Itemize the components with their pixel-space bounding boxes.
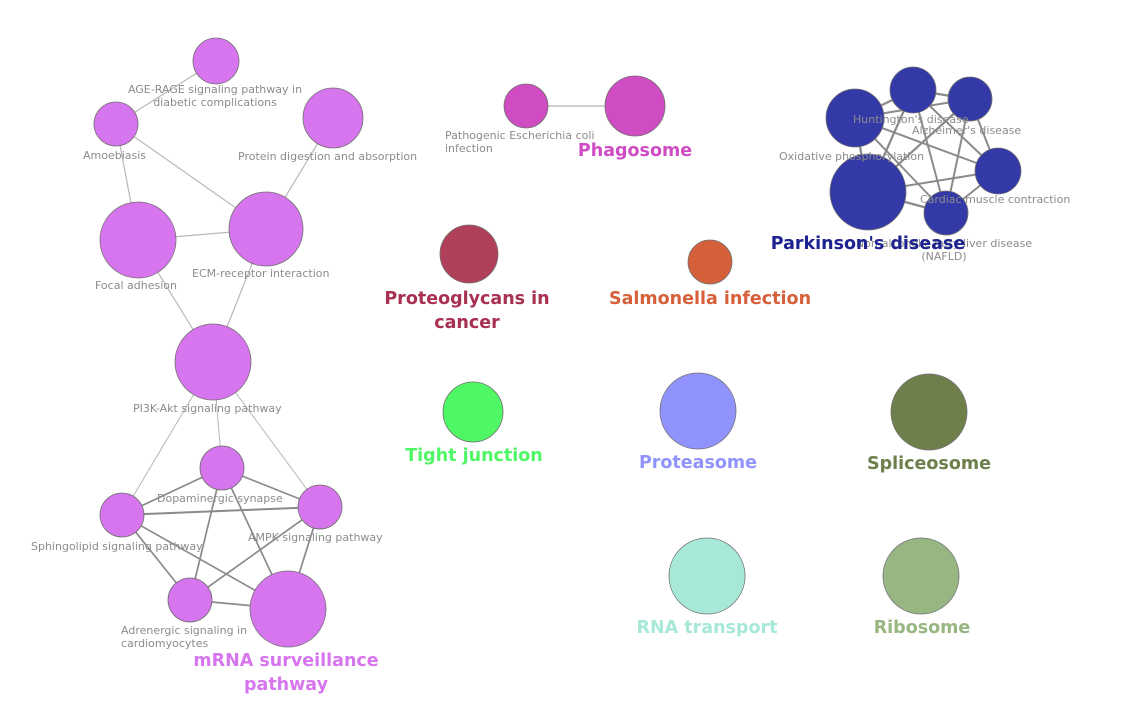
node-label-ecm: ECM-receptor interaction [192,267,330,280]
node-tight[interactable] [442,381,504,443]
node-label-oxphos: Oxidative phosphorylation [779,150,924,163]
group-label-ribo: Ribosome [874,618,971,638]
group-label-salmo: Salmonella infection [609,289,811,309]
node-mrna[interactable] [249,570,327,648]
node-proteo[interactable] [439,224,499,284]
node-label-hunt: Huntington's disease [853,113,969,126]
group-label-parkinson: Parkinson's disease [771,234,966,254]
node-label-line: Dopaminergic synapse [157,492,283,505]
node-patheco[interactable] [503,83,549,129]
group-label-phago: Phagosome [578,141,692,161]
node-dopa[interactable] [199,445,245,491]
node-pi3k[interactable] [174,323,252,401]
node-label-protdig: Protein digestion and absorption [238,150,417,163]
node-phago[interactable] [604,75,666,137]
node-label-amoeb: Amoebiasis [83,149,146,162]
node-label-line: Pathogenic Escherichia coli [445,129,594,142]
node-sphingo[interactable] [99,492,145,538]
node-amoeb[interactable] [93,101,139,147]
group-label-line: mRNA surveillance [193,651,378,671]
group-label-line: Tight junction [405,446,543,466]
group-label-mrna: mRNA surveillance pathway [193,651,378,695]
node-focal[interactable] [99,201,177,279]
node-salmo[interactable] [687,239,733,285]
group-label-line: Ribosome [874,618,971,638]
node-label-line: cardiomyocytes [121,637,208,650]
node-ribo[interactable] [882,537,960,615]
node-label-dopa: Dopaminergic synapse [157,492,283,505]
node-label-line: AGE-RAGE signaling pathway in [128,83,302,96]
group-label-line: Proteasome [639,453,757,473]
node-label-line: infection [445,142,493,155]
group-label-proteo: Proteoglycans in cancer [384,289,549,333]
node-age[interactable] [192,37,240,85]
group-label-rnatrans: RNA transport [637,618,778,638]
node-label-line: ECM-receptor interaction [192,267,330,280]
group-label-line: Salmonella infection [609,289,811,309]
node-label-line: (NAFLD) [921,250,966,263]
node-label-line: diabetic complications [153,96,277,109]
node-label-line: Protein digestion and absorption [238,150,417,163]
node-proteasome[interactable] [659,372,737,450]
node-label-layer: AGE-RAGE signaling pathway in diabetic co… [31,83,1070,650]
node-splice[interactable] [890,373,968,451]
node-ampk[interactable] [297,484,343,530]
node-rnatrans[interactable] [668,537,746,615]
node-label-line: AMPK signaling pathway [248,531,383,544]
node-layer [93,37,1022,648]
node-protdig[interactable] [302,87,364,149]
group-label-proteasome: Proteasome [639,453,757,473]
node-cardiac[interactable] [974,147,1022,195]
edge-dopa-adren [189,467,223,601]
node-label-line: Focal adhesion [95,279,177,292]
node-label-line: Sphingolipid signaling pathway [31,540,203,553]
node-label-patheco: Pathogenic Escherichia coli infection [445,129,594,155]
node-label-sphingo: Sphingolipid signaling pathway [31,540,203,553]
group-label-line: Proteoglycans in [384,289,549,309]
group-label-line: cancer [434,313,500,333]
node-label-line: Huntington's disease [853,113,969,126]
edge-ampk-adren [189,506,321,601]
group-label-line: RNA transport [637,618,778,638]
group-label-tight: Tight junction [405,446,543,466]
group-label-splice: Spliceosome [867,454,991,474]
node-label-line: Cardiac muscle contraction [920,193,1070,206]
group-label-line: Parkinson's disease [771,234,966,254]
node-label-line: Non-alcoholic fatty liver disease [856,237,1032,250]
node-adren[interactable] [167,577,213,623]
node-label-adren: Adrenergic signaling in cardiomyocytes [121,624,247,650]
node-parkinson[interactable] [829,153,907,231]
node-hunt[interactable] [889,66,937,114]
edge-sphingo-ampk [121,506,321,516]
node-label-nafld: Non-alcoholic fatty liver disease (NAFLD) [856,237,1032,263]
node-alz[interactable] [947,76,993,122]
node-label-focal: Focal adhesion [95,279,177,292]
node-label-line: Oxidative phosphorylation [779,150,924,163]
node-label-line: Amoebiasis [83,149,146,162]
group-label-line: Phagosome [578,141,692,161]
node-label-alz: Alzheimer's disease [912,124,1021,137]
node-nafld[interactable] [923,190,969,236]
node-label-line: Adrenergic signaling in [121,624,247,637]
node-label-pi3k: PI3K-Akt signaling pathway [133,402,282,415]
node-label-ampk: AMPK signaling pathway [248,531,383,544]
node-label-line: PI3K-Akt signaling pathway [133,402,282,415]
node-label-line: Alzheimer's disease [912,124,1021,137]
node-label-age: AGE-RAGE signaling pathway in diabetic co… [128,83,302,109]
group-label-line: pathway [244,675,329,695]
group-label-line: Spliceosome [867,454,991,474]
node-ecm[interactable] [228,191,304,267]
group-label-layer: Phagosome Parkinson's disease Proteoglycan… [193,141,991,695]
node-label-cardiac: Cardiac muscle contraction [920,193,1070,206]
node-oxphos[interactable] [825,88,885,148]
